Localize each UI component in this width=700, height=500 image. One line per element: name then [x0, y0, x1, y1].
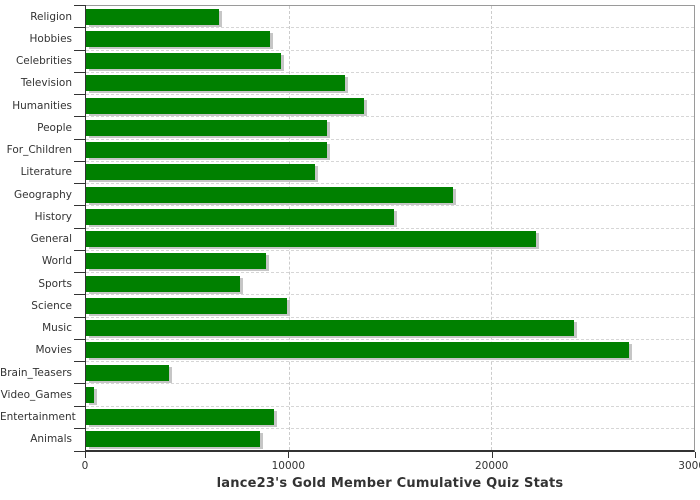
chart-title: lance23's Gold Member Cumulative Quiz St… — [216, 476, 564, 491]
chart-row: General — [31, 227, 694, 251]
category-label: Television — [20, 77, 72, 90]
bar — [86, 119, 328, 136]
bar — [86, 409, 275, 426]
chart-row: Geography — [14, 182, 694, 207]
bar — [86, 342, 630, 359]
chart-row: Television — [21, 71, 694, 95]
category-label: Entertainment — [0, 411, 76, 424]
x-axis-tick-label: 30000 — [678, 460, 700, 472]
bar — [86, 275, 241, 292]
bar — [86, 164, 315, 181]
category-label: Animals — [30, 433, 72, 446]
bar — [86, 53, 281, 70]
bar — [86, 8, 219, 25]
bar — [86, 208, 395, 225]
category-label: General — [30, 233, 72, 246]
category-label: Hobbies — [29, 32, 73, 45]
x-axis-tick-label: 10000 — [271, 460, 306, 472]
category-label: Brain_Teasers — [0, 366, 73, 379]
bar — [86, 30, 271, 47]
category-label: For_Children — [6, 144, 72, 157]
chart-row: Movies — [35, 338, 694, 362]
chart-row: Literature — [21, 160, 694, 184]
chart-row: Humanities — [12, 93, 694, 118]
x-axis-tick — [288, 452, 290, 458]
chart-row: Science — [31, 294, 694, 318]
category-label: Music — [42, 322, 72, 335]
category-label: People — [37, 121, 72, 134]
chart-row: History — [35, 205, 694, 229]
bar — [86, 186, 453, 203]
chart-row: Entertainment — [0, 405, 694, 429]
bar — [86, 253, 267, 270]
x-axis-tick-label: 0 — [81, 460, 89, 472]
category-label: World — [41, 255, 72, 268]
x-axis-tick-label: 20000 — [474, 460, 509, 472]
category-label: Movies — [35, 344, 72, 357]
bar — [86, 297, 287, 314]
bar — [86, 386, 95, 403]
chart-row: Video_Games — [1, 383, 694, 407]
chart-row: Celebrities — [16, 49, 694, 73]
bar — [86, 364, 170, 381]
chart-row: World — [42, 249, 694, 273]
chart-row: Music — [42, 316, 694, 340]
category-label: Religion — [30, 10, 72, 23]
chart-row: People — [37, 116, 694, 140]
category-label: History — [34, 210, 72, 223]
bar — [86, 97, 364, 114]
chart-row: Religion — [30, 4, 694, 29]
x-axis: 0 10000 20000 30000 — [81, 452, 700, 478]
plot-area: Religion Hobbies Celebrities Television Huma… — [0, 4, 695, 452]
category-label: Science — [31, 299, 72, 312]
category-label: Sports — [38, 277, 72, 290]
category-label: Humanities — [12, 99, 72, 112]
bar — [86, 231, 536, 248]
category-label: Celebrities — [15, 55, 72, 68]
chart-row: Brain_Teasers — [0, 360, 694, 385]
x-axis-tick — [491, 452, 493, 458]
bar — [86, 431, 261, 448]
x-axis-tick — [695, 452, 696, 458]
chart-row: Animals — [30, 427, 694, 450]
bar — [86, 320, 575, 337]
bar — [86, 142, 328, 159]
chart-row: Sports — [38, 271, 694, 296]
chart-row: For_Children — [7, 138, 694, 162]
chart-row: Hobbies — [30, 27, 694, 51]
category-label: Geography — [14, 188, 72, 201]
category-label: Video_Games — [0, 388, 72, 401]
bar — [86, 75, 346, 92]
category-label: Literature — [20, 166, 72, 179]
x-axis-tick — [85, 452, 86, 458]
